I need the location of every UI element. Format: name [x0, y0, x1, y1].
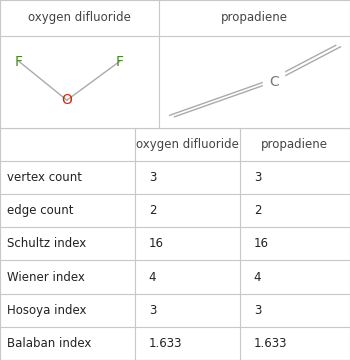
Text: edge count: edge count [7, 204, 74, 217]
Text: 16: 16 [254, 237, 269, 251]
Text: F: F [116, 55, 124, 68]
Text: propadiene: propadiene [221, 12, 288, 24]
Text: Schultz index: Schultz index [7, 237, 86, 251]
Text: O: O [62, 93, 72, 107]
Text: C: C [269, 75, 279, 89]
Text: 3: 3 [254, 171, 261, 184]
Text: vertex count: vertex count [7, 171, 82, 184]
Text: 1.633: 1.633 [149, 337, 182, 350]
Text: 3: 3 [149, 304, 156, 317]
Text: 3: 3 [254, 304, 261, 317]
Text: Balaban index: Balaban index [7, 337, 91, 350]
Text: 2: 2 [149, 204, 156, 217]
Text: 3: 3 [149, 171, 156, 184]
Text: propadiene: propadiene [261, 138, 328, 151]
Text: 16: 16 [149, 237, 164, 251]
Text: 1.633: 1.633 [254, 337, 287, 350]
Text: oxygen difluoride: oxygen difluoride [28, 12, 131, 24]
Text: 4: 4 [149, 271, 156, 284]
Text: 4: 4 [254, 271, 261, 284]
Text: Hosoya index: Hosoya index [7, 304, 86, 317]
Text: Wiener index: Wiener index [7, 271, 85, 284]
Text: 2: 2 [254, 204, 261, 217]
Text: F: F [15, 55, 23, 68]
Text: oxygen difluoride: oxygen difluoride [136, 138, 239, 151]
